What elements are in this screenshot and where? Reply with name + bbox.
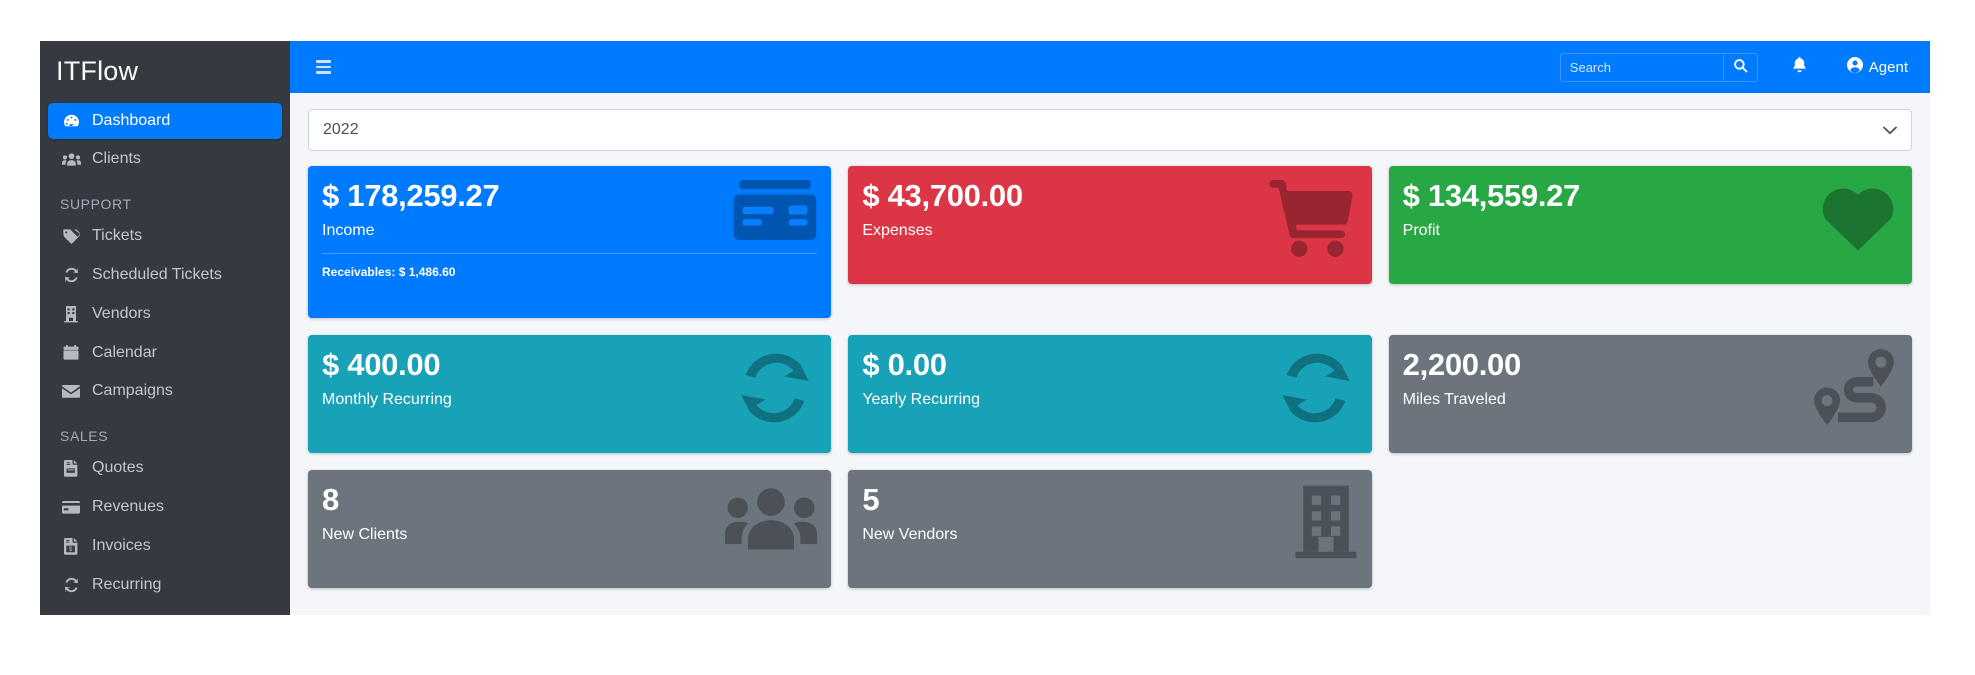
dashboard-icon <box>60 113 82 130</box>
dashboard-content: 2022 $ 178,259.27 Income Receivables: $ 1,… <box>290 93 1930 615</box>
notifications-button[interactable] <box>1792 56 1807 78</box>
main-area: Agent 2022 $ 178,259.27 Income Receivables… <box>290 41 1930 615</box>
file-dollar-icon: $ <box>60 537 82 555</box>
sidebar-section-header: SUPPORT <box>60 196 132 213</box>
user-name: Agent <box>1868 58 1908 76</box>
stat-card-label: Income <box>322 221 375 239</box>
stat-card-label: Monthly Recurring <box>322 390 452 408</box>
search-box <box>1559 52 1758 82</box>
sidebar-item-vendors[interactable]: Vendors <box>48 296 282 333</box>
stat-card-amount: $ 0.00 <box>862 347 947 382</box>
sidebar: ITFlow Dashboard Clients SUPPORT Tickets Sch… <box>40 41 290 615</box>
credit-card-icon <box>60 500 82 514</box>
sidebar-item-label: Clients <box>92 150 141 168</box>
year-filter-select[interactable]: 2022 <box>308 109 1912 151</box>
stat-card-amount: $ 400.00 <box>322 347 441 382</box>
sidebar-item-tickets[interactable]: Tickets <box>48 218 282 255</box>
year-filter-value: 2022 <box>323 121 359 138</box>
bell-icon <box>1792 56 1807 78</box>
stat-card-income[interactable]: $ 178,259.27 Income Receivables: $ 1,486.6… <box>308 166 832 318</box>
stat-card-yearly-recurring[interactable]: $ 0.00 Yearly Recurring <box>848 335 1372 453</box>
stat-card-amount: 2,200.00 <box>1402 347 1522 382</box>
search-button[interactable] <box>1722 53 1757 81</box>
stat-card-label: Profit <box>1402 221 1440 239</box>
stat-card-label: New Vendors <box>862 525 958 543</box>
sidebar-item-recurring[interactable]: Recurring <box>48 567 282 604</box>
stat-card-monthly-recurring[interactable]: $ 400.00 Monthly Recurring <box>308 335 832 453</box>
sidebar-item-label: Tickets <box>92 227 143 245</box>
sidebar-item-label: Invoices <box>92 536 151 554</box>
stat-card-label: Yearly Recurring <box>862 390 981 408</box>
envelope-icon <box>60 385 82 399</box>
sidebar-item-campaigns[interactable]: Campaigns <box>48 373 282 410</box>
stat-card-label: Expenses <box>862 221 933 239</box>
sidebar-item-quotes[interactable]: Quotes <box>48 450 282 487</box>
building-icon <box>60 305 82 323</box>
stat-card-expenses[interactable]: $ 43,700.00 Expenses <box>848 166 1372 284</box>
sidebar-item-calendar[interactable]: Calendar <box>48 335 282 372</box>
user-menu[interactable]: Agent <box>1846 57 1908 77</box>
sidebar-item-label: Recurring <box>92 575 162 593</box>
stat-card-miles-traveled[interactable]: 2,200.00 Miles Traveled <box>1388 335 1912 453</box>
stat-card-amount: 8 <box>322 482 339 517</box>
sidebar-item-label: Campaigns <box>92 382 173 400</box>
file-invoice-icon <box>60 460 82 477</box>
top-navbar: Agent <box>290 41 1930 93</box>
sidebar-item-dashboard[interactable]: Dashboard <box>48 102 282 140</box>
search-icon <box>1733 58 1748 76</box>
sidebar-item-label: Scheduled Tickets <box>92 266 222 284</box>
user-circle-icon <box>1846 57 1863 77</box>
sidebar-nav: Dashboard Clients SUPPORT Tickets Scheduled … <box>40 102 290 604</box>
chevron-down-icon <box>1883 126 1897 135</box>
stat-card-amount: $ 43,700.00 <box>862 178 1023 213</box>
sidebar-item-invoices[interactable]: $ Invoices <box>48 528 282 565</box>
search-input[interactable] <box>1560 53 1723 81</box>
sync-icon <box>60 267 82 283</box>
stat-card-new-clients[interactable]: 8 New Clients <box>308 470 832 588</box>
stat-card-amount: $ 178,259.27 <box>322 178 500 213</box>
stat-cards-grid: $ 178,259.27 Income Receivables: $ 1,486.6… <box>308 166 1912 588</box>
stat-card-amount: 5 <box>862 482 880 517</box>
svg-text:$: $ <box>69 546 73 553</box>
stat-card-footer: Receivables: $ 1,486.60 <box>322 253 818 279</box>
sidebar-item-label: Quotes <box>92 459 144 477</box>
app-window: ITFlow Dashboard Clients SUPPORT Tickets Sch… <box>40 41 1930 615</box>
tag-icon <box>60 229 82 245</box>
stat-card-new-vendors[interactable]: 5 New Vendors <box>848 470 1372 588</box>
sidebar-item-label: Vendors <box>92 304 151 322</box>
calendar-icon <box>60 345 82 361</box>
stat-card-amount: $ 134,559.27 <box>1402 178 1581 213</box>
sidebar-section-header: SALES <box>60 428 109 445</box>
sync-icon <box>60 577 82 593</box>
sidebar-item-label: Dashboard <box>92 111 171 129</box>
stat-card-label: New Clients <box>322 525 408 543</box>
brand-logo[interactable]: ITFlow <box>56 56 139 86</box>
sidebar-item-clients[interactable]: Clients <box>48 141 282 178</box>
stat-card-label: Miles Traveled <box>1402 390 1506 408</box>
stat-card-profit[interactable]: $ 134,559.27 Profit <box>1388 166 1912 284</box>
sidebar-item-scheduled-tickets[interactable]: Scheduled Tickets <box>48 257 282 294</box>
sidebar-item-label: Calendar <box>92 343 157 361</box>
users-icon <box>60 152 82 167</box>
sidebar-item-revenues[interactable]: Revenues <box>48 489 282 526</box>
hamburger-icon[interactable] <box>308 52 338 82</box>
sidebar-item-label: Revenues <box>92 498 165 516</box>
